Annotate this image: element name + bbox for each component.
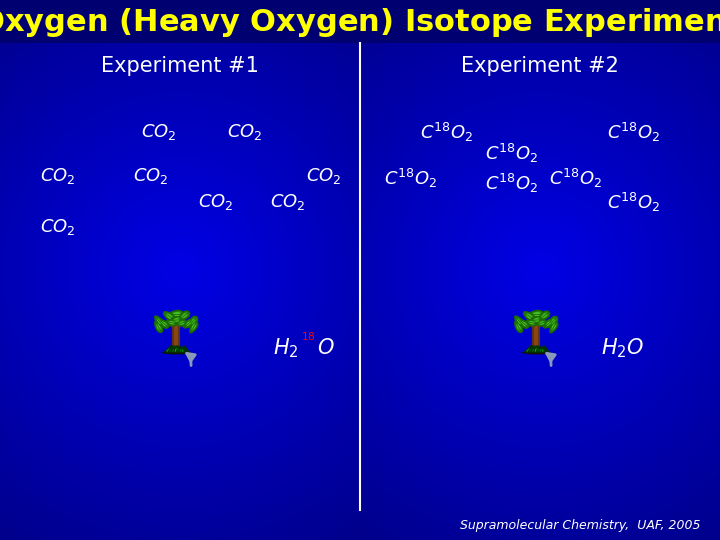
Text: $^{18}$: $^{18}$ [301, 334, 316, 348]
Ellipse shape [522, 350, 551, 354]
Polygon shape [521, 321, 526, 326]
Polygon shape [550, 322, 558, 333]
Text: $C^{18}O_2$: $C^{18}O_2$ [549, 167, 603, 190]
Text: $CO_2$: $CO_2$ [227, 122, 263, 143]
Polygon shape [539, 311, 549, 320]
Text: $H_2O$: $H_2O$ [601, 336, 644, 360]
Polygon shape [517, 319, 522, 325]
Text: $C^{18}O_2$: $C^{18}O_2$ [607, 121, 660, 144]
Polygon shape [184, 320, 193, 328]
Polygon shape [533, 312, 540, 316]
Polygon shape [165, 346, 171, 352]
Polygon shape [159, 320, 168, 328]
Polygon shape [155, 321, 163, 332]
Polygon shape [157, 319, 162, 325]
Polygon shape [166, 320, 176, 326]
Polygon shape [192, 324, 196, 330]
Polygon shape [181, 313, 187, 318]
Polygon shape [168, 346, 173, 352]
Polygon shape [176, 320, 186, 326]
Polygon shape [541, 313, 547, 318]
Polygon shape [163, 312, 174, 321]
Polygon shape [541, 346, 544, 352]
Text: $CO_2$: $CO_2$ [40, 165, 76, 186]
Text: $C^{18}O_2$: $C^{18}O_2$ [485, 143, 538, 165]
Text: $C^{18}O_2$: $C^{18}O_2$ [384, 167, 437, 190]
Text: $^{18}$Oxygen (Heavy Oxygen) Isotope Experiment…: $^{18}$Oxygen (Heavy Oxygen) Isotope Exp… [0, 3, 720, 41]
Polygon shape [155, 316, 164, 327]
Polygon shape [179, 346, 182, 352]
Text: $CO_2$: $CO_2$ [306, 165, 342, 186]
Text: $CO_2$: $CO_2$ [40, 217, 76, 237]
Polygon shape [534, 318, 539, 322]
Polygon shape [188, 316, 197, 327]
Polygon shape [190, 319, 195, 325]
Polygon shape [161, 321, 166, 326]
Polygon shape [544, 346, 547, 352]
Polygon shape [181, 346, 184, 352]
Text: $CO_2$: $CO_2$ [140, 122, 176, 143]
Text: Experiment #2: Experiment #2 [461, 56, 619, 76]
Polygon shape [552, 324, 556, 330]
Polygon shape [184, 346, 189, 352]
Polygon shape [539, 346, 542, 352]
Polygon shape [519, 320, 528, 328]
Polygon shape [179, 321, 184, 325]
Text: $O$: $O$ [317, 338, 334, 359]
Polygon shape [550, 319, 555, 325]
Polygon shape [516, 324, 521, 330]
Polygon shape [534, 346, 538, 352]
Polygon shape [544, 346, 549, 352]
Text: $C^{18}O_2$: $C^{18}O_2$ [420, 121, 473, 144]
FancyArrowPatch shape [546, 353, 555, 366]
Polygon shape [539, 321, 544, 325]
FancyArrowPatch shape [186, 353, 195, 366]
Text: $CO_2$: $CO_2$ [198, 192, 234, 213]
Polygon shape [515, 316, 524, 327]
Text: Experiment #1: Experiment #1 [101, 56, 259, 76]
Polygon shape [526, 314, 532, 319]
Polygon shape [171, 316, 181, 323]
Polygon shape [186, 322, 191, 326]
Polygon shape [528, 346, 533, 352]
Polygon shape [168, 321, 174, 325]
Polygon shape [170, 310, 183, 318]
Polygon shape [179, 311, 189, 320]
Polygon shape [174, 318, 179, 322]
Polygon shape [166, 314, 172, 319]
Polygon shape [528, 321, 534, 325]
Polygon shape [536, 320, 546, 326]
Polygon shape [171, 346, 175, 352]
Text: $C^{18}O_2$: $C^{18}O_2$ [485, 172, 538, 195]
Polygon shape [173, 312, 180, 316]
Polygon shape [523, 312, 534, 321]
Ellipse shape [162, 350, 191, 354]
Polygon shape [174, 346, 179, 352]
Text: $CO_2$: $CO_2$ [133, 165, 169, 186]
Bar [0, 0, 720, 43]
Polygon shape [536, 346, 540, 352]
Polygon shape [526, 320, 536, 326]
Polygon shape [176, 346, 181, 352]
Text: $CO_2$: $CO_2$ [270, 192, 306, 213]
Polygon shape [183, 346, 187, 352]
Polygon shape [531, 346, 535, 352]
Polygon shape [544, 320, 553, 328]
Text: $C^{18}O_2$: $C^{18}O_2$ [607, 191, 660, 214]
Polygon shape [156, 324, 161, 330]
Polygon shape [525, 346, 531, 352]
Polygon shape [515, 321, 523, 332]
Polygon shape [190, 322, 198, 333]
Polygon shape [531, 316, 541, 323]
Text: Supramolecular Chemistry,  UAF, 2005: Supramolecular Chemistry, UAF, 2005 [459, 519, 700, 532]
Polygon shape [548, 316, 557, 327]
Polygon shape [546, 322, 551, 326]
Polygon shape [530, 310, 543, 318]
Text: $H_2$: $H_2$ [273, 336, 299, 360]
